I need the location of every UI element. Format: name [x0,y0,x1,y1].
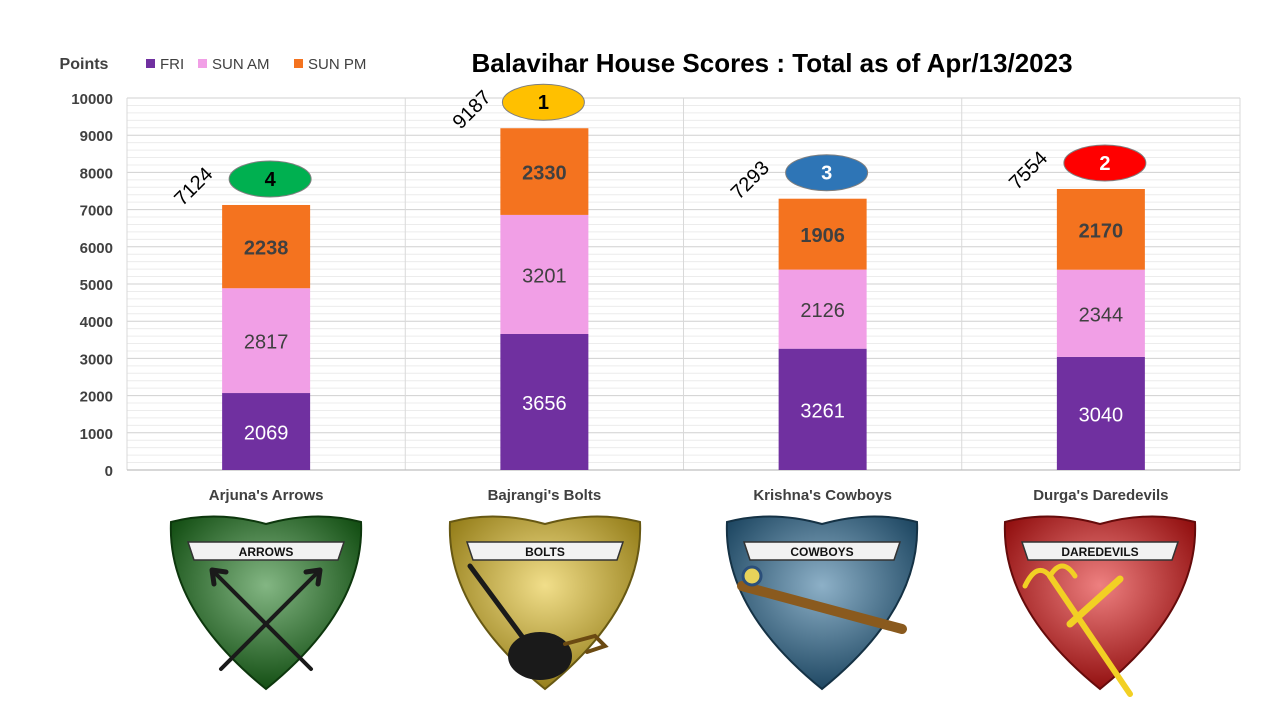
bar-fri [1056,356,1145,470]
arrow-shaft [214,572,313,671]
bar-sun-am [222,288,311,394]
y-tick-label: 5000 [80,277,113,294]
y-tick-label: 9000 [80,128,113,145]
bar-sun-am [778,269,867,349]
mace-icon [467,563,609,680]
rank-badge [785,154,869,192]
data-label: 2330 [522,163,567,185]
y-axis-ticks: 0 1000 2000 3000 4000 5000 6000 7000 8000 9000 100… [71,91,113,480]
bar-fri [778,348,867,470]
y-axis-label: Points [60,56,109,73]
rank-badge [228,160,312,198]
rank-label: 1 [538,92,549,114]
y-tick-label: 2000 [80,389,113,406]
y-tick-label: 3000 [80,351,113,368]
data-label: 2238 [244,238,289,260]
banner-text: BOLTS [525,545,565,559]
legend: FRI SUN AM SUN PM [146,56,366,73]
y-tick-label: 7000 [80,203,113,220]
y-tick-label: 1000 [80,426,113,443]
chart-title: Balavihar House Scores : Total as of Apr… [471,48,1072,78]
banner-text: COWBOYS [790,545,853,559]
data-label: 3040 [1079,404,1124,426]
mace-cloth [563,633,609,654]
category-label: Bajrangi's Bolts [488,487,602,504]
crossed-arrows-icon [209,567,323,671]
banner-ribbon [742,541,902,561]
trident-shaft [1047,573,1133,697]
y-tick-label: 6000 [80,240,113,257]
bar-sun-am [500,214,589,334]
data-label: 2817 [244,332,289,354]
arrow-shaft [219,572,318,671]
flute-body [1066,575,1124,628]
legend-label: FRI [160,56,184,73]
rank-label: 2 [1099,153,1110,175]
banner-text: ARROWS [239,545,294,559]
bar-sun-pm [500,128,589,215]
data-label: 1906 [800,225,845,247]
arrow-head [303,567,323,587]
data-label: 2126 [800,300,845,322]
gridlines [126,97,1241,471]
legend-swatch-fri [146,59,155,68]
banner-text: DAREDEVILS [1061,545,1138,559]
bar-sun-pm [222,204,311,289]
category-label: Krishna's Cowboys [753,487,892,504]
flute-body [737,581,907,634]
rank-badge [501,83,585,121]
banner-ribbon [465,541,625,561]
shield-daredevils: DAREDEVILS [1003,515,1197,697]
data-label: 3656 [522,393,567,415]
trident-prongs [1022,563,1078,589]
house-badges: ARROWS BOLTS COWBOYS DAREDEVILS [169,515,1197,697]
banner-ribbon [186,541,346,561]
data-label: 2069 [244,423,289,445]
y-tick-label: 8000 [80,165,113,182]
category-label: Durga's Daredevils [1033,487,1168,504]
data-label: 2170 [1079,220,1124,242]
bars [222,128,1145,470]
data-label: 3261 [800,400,845,422]
flute-icon [737,565,907,634]
y-tick-label: 0 [105,463,113,480]
data-label: 2344 [1079,304,1124,326]
y-tick-label: 4000 [80,314,113,331]
shield-bolts: BOLTS [448,515,642,691]
bar-sun-pm [1056,188,1145,270]
rank-badge [1063,144,1147,182]
bar-fri [500,333,589,470]
shield-arrows: ARROWS [169,515,363,691]
legend-swatch-sun-am [198,59,207,68]
arrow-head [209,567,229,587]
peacock-feather [741,565,763,587]
category-label: Arjuna's Arrows [209,487,324,504]
trident-icon [1022,563,1133,697]
mace-head [508,632,572,680]
bar-sun-pm [778,198,867,270]
bar-fri [222,393,311,470]
bar-sun-am [1056,269,1145,357]
y-tick-label: 10000 [71,91,113,108]
rank-label: 3 [821,163,832,185]
shield-cowboys: COWBOYS [725,515,919,691]
legend-swatch-sun-pm [294,59,303,68]
data-label: 3201 [522,265,567,287]
rank-label: 4 [265,169,277,191]
legend-label: SUN AM [212,56,270,73]
banner-ribbon [1020,541,1180,561]
legend-label: SUN PM [308,56,366,73]
